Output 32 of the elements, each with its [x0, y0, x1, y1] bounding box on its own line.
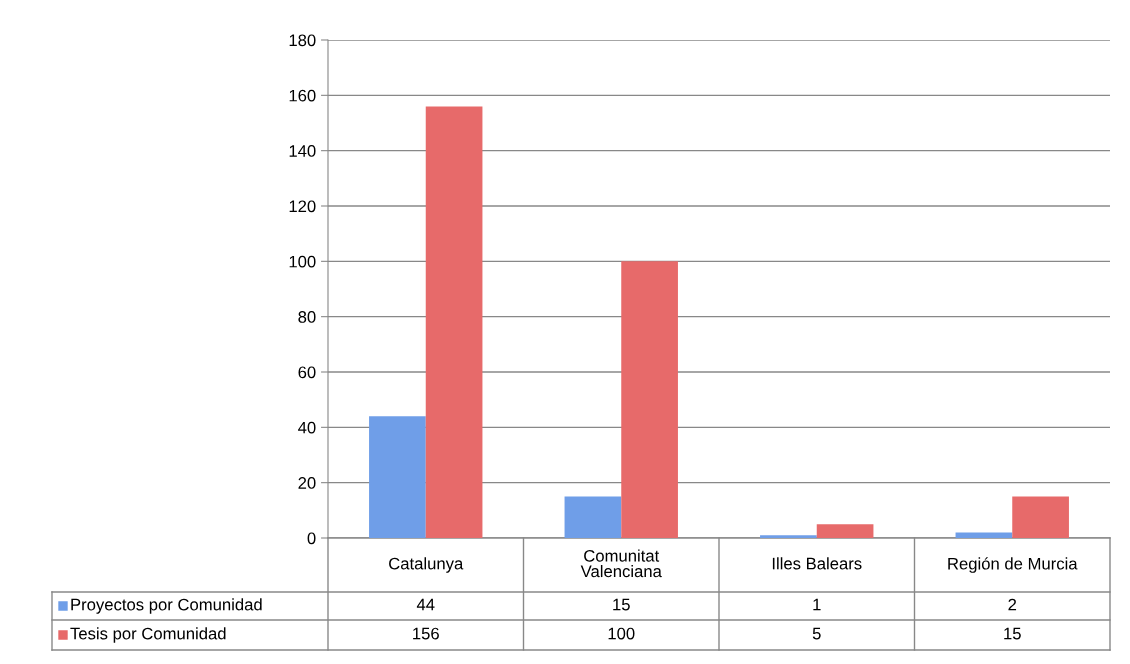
y-tick-label: 20 [298, 477, 316, 489]
data-label: 44 [416, 598, 435, 611]
x-tick-label: Illes Balears [772, 557, 862, 570]
y-tick-label: 80 [298, 311, 316, 323]
bar [621, 261, 678, 538]
legend-label: Tesis por Comunidad [70, 627, 226, 643]
x-tick-label: Comunitat Valenciana [580, 549, 662, 578]
data-label: 15 [613, 598, 630, 611]
y-tick-label: 0 [307, 532, 316, 545]
bar [564, 496, 622, 538]
y-tick-label: 140 [289, 145, 316, 157]
x-tick-label: Catalunya [389, 557, 464, 573]
bar [760, 535, 817, 538]
bar [1012, 496, 1069, 538]
data-label: 100 [608, 627, 635, 640]
y-tick-label: 180 [289, 34, 316, 47]
data-label: 15 [1004, 627, 1021, 640]
y-tick-label: 120 [289, 200, 316, 213]
bar [955, 532, 1013, 538]
bar [369, 416, 426, 538]
y-tick-label: 100 [289, 255, 316, 268]
data-label: 2 [1008, 598, 1017, 611]
bar [816, 524, 874, 538]
bar [425, 106, 483, 538]
x-tick-label: Región de Murcia [948, 557, 1078, 573]
y-tick-label: 160 [289, 89, 316, 102]
data-label: 156 [413, 627, 439, 640]
data-label: 1 [813, 598, 821, 611]
y-tick-label: 40 [298, 421, 316, 434]
data-label: 5 [812, 627, 821, 640]
legend-label: Proyectos por Comunidad [71, 598, 262, 614]
y-tick-label: 60 [298, 366, 316, 379]
